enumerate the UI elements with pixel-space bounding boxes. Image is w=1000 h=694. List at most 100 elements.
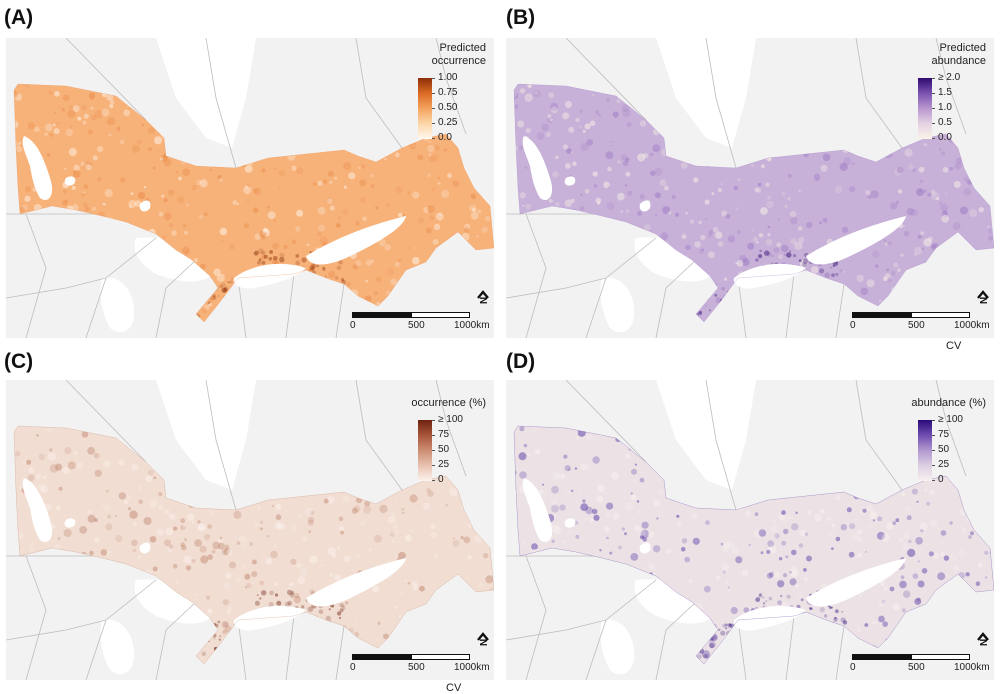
map-panel-a: Predicted occurrence 1.00 0.75 0.50 0.25 0.0 N… [6,38,494,338]
lake [806,558,906,607]
legend-tick-label: ≥ 100 [438,414,463,425]
admin-boundary [335,283,345,338]
legend-tick-label: 1.0 [938,102,952,113]
scale-label: 1000km [454,320,490,331]
legend-color-bar [418,78,432,139]
admin-boundary [565,38,647,121]
map-panel-b: Predicted abundance ≥ 2.0 1.5 1.0 0.5 0.0 N 0 5… [506,38,994,352]
admin-boundary [785,273,795,338]
map-panel-d: abundance (%) ≥ 100 75 50 25 0 N 0 500 1000km [506,380,994,680]
legend-c: occurrence (%) ≥ 100 75 50 25 0 [374,384,486,504]
scale-label: 0 [350,320,356,331]
admin-boundary [435,38,467,135]
scale-label: 500 [408,662,425,673]
scale-bar: 0 500 1000km [350,654,490,674]
legend-tick-label: 0.25 [438,117,458,128]
scale-label: 500 [408,320,425,331]
admin-boundary [835,625,845,680]
admin-boundary [65,38,147,121]
legend-title: Predicted occurrence [431,42,486,67]
lake [639,542,651,554]
lake [733,263,806,289]
admin-boundary [237,277,247,338]
legend-color-bar [418,420,432,481]
north-chevron-icon [977,632,989,641]
scale-label: 0 [350,662,356,673]
north-arrow-icon: N [976,286,990,308]
caption-b: CV [946,340,962,352]
lake-michigan [600,277,635,333]
scale-label: 0 [850,320,856,331]
admin-boundary [6,277,107,299]
legend-color-bar [918,420,932,481]
lake [306,558,406,607]
legend-b: Predicted abundance ≥ 2.0 1.5 1.0 0.5 0.0 [874,42,986,162]
admin-boundary [565,380,647,463]
admin-boundary [237,619,247,680]
legend-tick-label: 0.5 [938,117,952,128]
legend-title: occurrence (%) [411,397,486,409]
scale-label: 1000km [454,662,490,673]
legend-a: Predicted occurrence 1.00 0.75 0.50 0.25 0.0 [374,42,486,162]
admin-boundary [285,615,295,680]
admin-boundary [525,555,547,680]
admin-boundary [935,380,967,477]
map-c [6,380,494,680]
scale-segment-dark [852,312,912,318]
legend-tick-label: 75 [938,429,950,440]
legend-tick-label: ≥ 100 [938,414,963,425]
scale-label: 500 [908,662,925,673]
legend-tick-label: ≥ 2.0 [938,72,961,83]
north-chevron-icon [977,290,989,299]
lake-superior [634,579,712,624]
panel-label-b: (B) [506,6,536,29]
legend-tick-label: 75 [438,429,450,440]
admin-boundary [285,273,295,338]
admin-boundary [205,38,237,169]
admin-boundary [155,601,197,680]
north-label: N [977,638,989,647]
lake [522,478,553,542]
admin-boundary [155,259,197,338]
study-region [514,426,994,664]
lake [64,518,76,528]
map-panel-c: occurrence (%) ≥ 100 75 50 25 0 N 0 500 1000km … [6,380,494,694]
admin-boundary [655,601,697,680]
scale-bar: 0 500 1000km [850,312,990,332]
scale-segment-light [911,312,970,318]
legend-tick-label: 25 [438,459,450,470]
scale-segment-dark [352,654,412,660]
legend-tick-label: 0.0 [438,132,452,143]
hudson-bay [656,38,756,148]
lake [806,216,906,265]
legend-title: Predicted abundance [931,42,986,67]
legend-title: abundance (%) [911,397,986,409]
map-b [506,38,994,338]
map-a [6,38,494,338]
lake-superior [134,237,212,282]
lake [64,176,76,186]
study-region [514,84,994,322]
legend-tick-label: 0.50 [438,102,458,113]
admin-boundary [655,259,697,338]
legend-tick-label: 50 [938,444,950,455]
legend-tick-label: 50 [438,444,450,455]
scale-segment-dark [352,312,412,318]
north-label: N [477,638,489,647]
admin-boundary [835,283,845,338]
scale-label: 0 [850,662,856,673]
admin-boundary [435,380,467,477]
legend-tick-label: 25 [938,459,950,470]
admin-boundary [335,625,345,680]
admin-boundary [705,38,737,169]
admin-boundary [355,380,403,491]
admin-boundary [506,619,607,641]
admin-boundary [525,213,547,338]
map-d [506,380,994,680]
admin-boundary [935,38,967,135]
north-chevron-icon [477,632,489,641]
north-chevron-icon [477,290,489,299]
north-arrow-icon: N [476,628,490,650]
admin-boundary [205,380,237,511]
scale-segment-light [911,654,970,660]
